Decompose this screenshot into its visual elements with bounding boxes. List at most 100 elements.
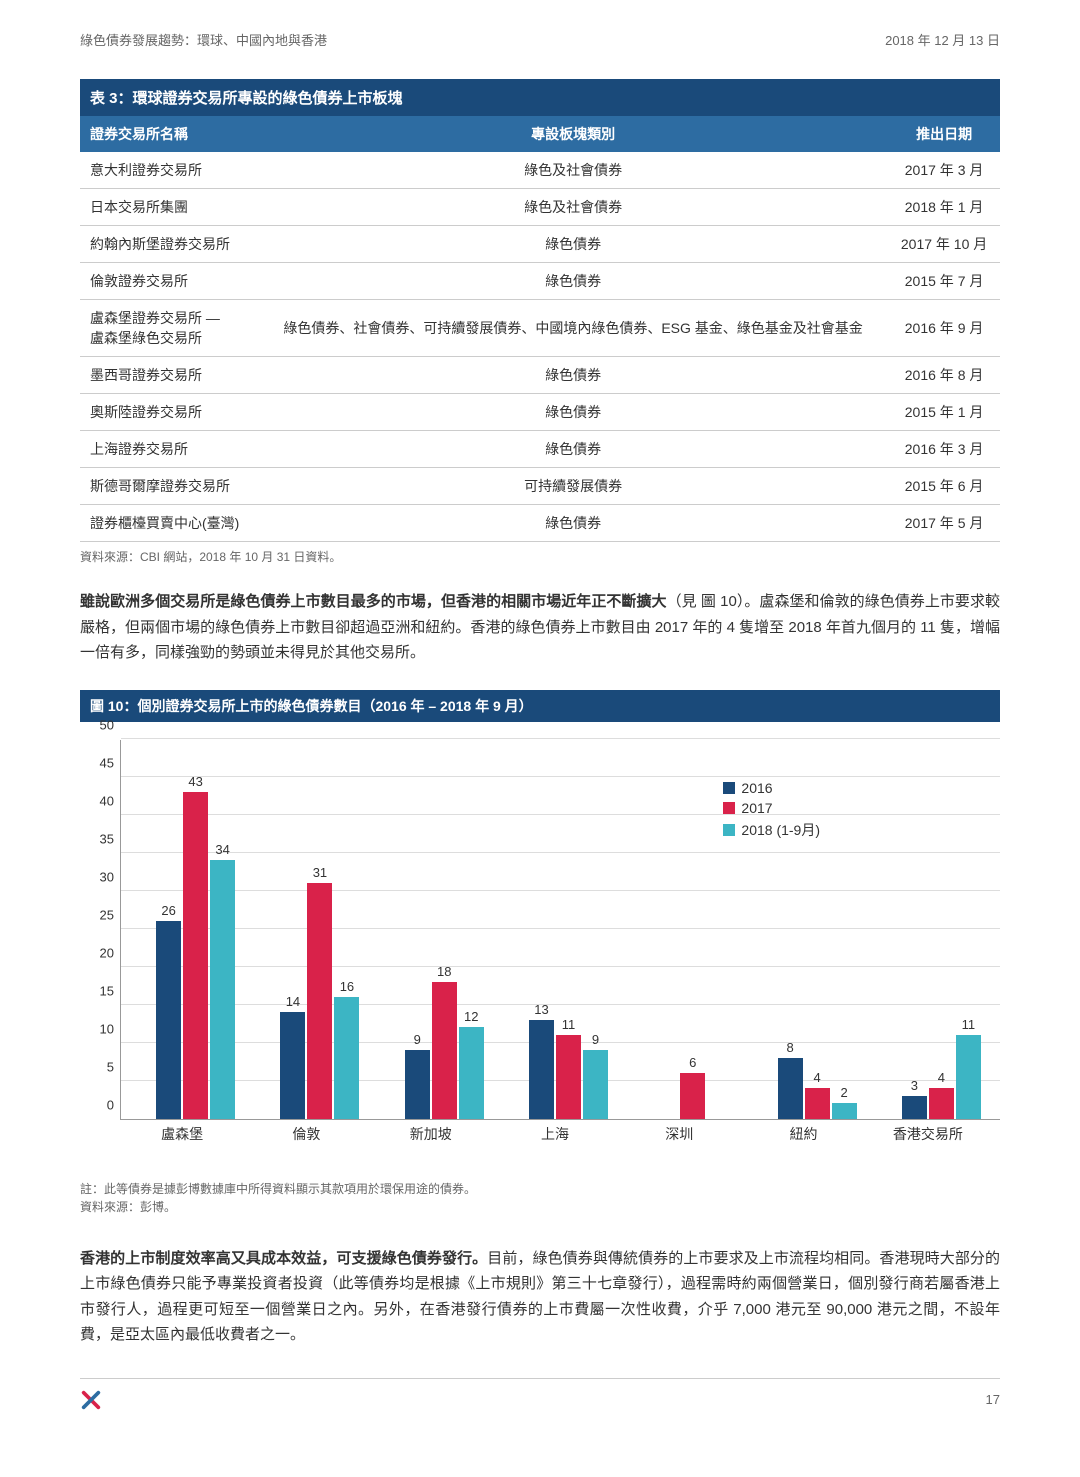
y-tick: 5 bbox=[107, 1059, 114, 1074]
bar-group: 91812 bbox=[389, 982, 499, 1119]
table-cell: 2015 年 7 月 bbox=[888, 263, 1000, 300]
y-tick: 25 bbox=[100, 907, 114, 922]
bar: 13 bbox=[529, 1020, 554, 1119]
legend-label: 2018 (1-9月) bbox=[741, 820, 820, 840]
bar: 4 bbox=[929, 1088, 954, 1118]
table-cell: 2018 年 1 月 bbox=[888, 189, 1000, 226]
table-row: 日本交易所集團綠色及社會債券2018 年 1 月 bbox=[80, 189, 1000, 226]
table-cell: 意大利證券交易所 bbox=[80, 152, 258, 189]
page-number: 17 bbox=[986, 1392, 1000, 1407]
bar: 2 bbox=[832, 1103, 857, 1118]
y-tick: 45 bbox=[100, 755, 114, 770]
legend-swatch bbox=[723, 802, 735, 814]
bar-group: 842 bbox=[762, 1058, 872, 1119]
table-cell: 綠色債券 bbox=[258, 357, 888, 394]
table-cell: 綠色債券、社會債券、可持續發展債券、中國境內綠色債券、ESG 基金、綠色基金及社… bbox=[258, 300, 888, 357]
bar: 18 bbox=[432, 982, 457, 1119]
bar-value-label: 2 bbox=[840, 1085, 847, 1100]
bar-value-label: 31 bbox=[313, 865, 327, 880]
table-cell: 2017 年 10 月 bbox=[888, 226, 1000, 263]
table-source: 資料來源：CBI 網站，2018 年 10 月 31 日資料。 bbox=[80, 548, 1000, 565]
header-left: 綠色債券發展趨勢：環球、中國內地與香港 bbox=[80, 30, 327, 49]
para1-lead: 雖說歐洲多個交易所是綠色債券上市數目最多的市場，但香港的相關市場近年正不斷擴大 bbox=[80, 593, 667, 610]
bar-group: 143116 bbox=[265, 883, 375, 1119]
bar: 11 bbox=[556, 1035, 581, 1119]
hkex-logo-icon bbox=[80, 1389, 102, 1411]
bar: 3 bbox=[902, 1096, 927, 1119]
table-row: 證券櫃檯買賣中心(臺灣)綠色債券2017 年 5 月 bbox=[80, 505, 1000, 542]
chart-10: 05101520253035404550 201620172018 (1-9月)… bbox=[80, 740, 1000, 1170]
table-col-header: 專設板塊類別 bbox=[258, 116, 888, 152]
table-cell: 綠色及社會債券 bbox=[258, 189, 888, 226]
exchanges-table: 證券交易所名稱專設板塊類別推出日期 意大利證券交易所綠色及社會債券2017 年 … bbox=[80, 116, 1000, 542]
chart-legend: 201620172018 (1-9月) bbox=[723, 780, 820, 844]
table-cell: 墨西哥證券交易所 bbox=[80, 357, 258, 394]
x-label: 香港交易所 bbox=[866, 1124, 990, 1144]
bar: 11 bbox=[956, 1035, 981, 1119]
bar: 4 bbox=[805, 1088, 830, 1118]
bar: 31 bbox=[307, 883, 332, 1119]
x-label: 深圳 bbox=[617, 1124, 741, 1144]
table-cell: 綠色債券 bbox=[258, 505, 888, 542]
table-row: 意大利證券交易所綠色及社會債券2017 年 3 月 bbox=[80, 152, 1000, 189]
y-tick: 35 bbox=[100, 831, 114, 846]
x-label: 倫敦 bbox=[244, 1124, 368, 1144]
x-label: 盧森堡 bbox=[120, 1124, 244, 1144]
table-col-header: 證券交易所名稱 bbox=[80, 116, 258, 152]
table-cell: 2017 年 3 月 bbox=[888, 152, 1000, 189]
bar-value-label: 4 bbox=[938, 1070, 945, 1085]
y-tick: 20 bbox=[100, 945, 114, 960]
bar-value-label: 8 bbox=[786, 1040, 793, 1055]
bar-value-label: 14 bbox=[286, 994, 300, 1009]
table-row: 上海證券交易所綠色債券2016 年 3 月 bbox=[80, 431, 1000, 468]
para2-lead: 香港的上市制度效率高又具成本效益，可支援綠色債券發行。 bbox=[80, 1250, 487, 1267]
y-tick: 0 bbox=[107, 1097, 114, 1112]
table-cell: 2015 年 1 月 bbox=[888, 394, 1000, 431]
table-cell: 2017 年 5 月 bbox=[888, 505, 1000, 542]
table-cell: 綠色債券 bbox=[258, 394, 888, 431]
bar: 12 bbox=[459, 1027, 484, 1118]
bar-value-label: 6 bbox=[689, 1055, 696, 1070]
table-row: 倫敦證券交易所綠色債券2015 年 7 月 bbox=[80, 263, 1000, 300]
table-cell: 約翰內斯堡證券交易所 bbox=[80, 226, 258, 263]
bar-value-label: 16 bbox=[340, 979, 354, 994]
page-header: 綠色債券發展趨勢：環球、中國內地與香港 2018 年 12 月 13 日 bbox=[80, 30, 1000, 49]
bar-group: 6 bbox=[638, 1073, 748, 1119]
bar-value-label: 11 bbox=[962, 1017, 976, 1032]
bar-value-label: 26 bbox=[161, 903, 175, 918]
y-tick: 30 bbox=[100, 869, 114, 884]
table-3: 表 3：環球證券交易所專設的綠色債券上市板塊 證券交易所名稱專設板塊類別推出日期… bbox=[80, 79, 1000, 542]
bar-value-label: 11 bbox=[562, 1017, 576, 1032]
table-cell: 奧斯陸證券交易所 bbox=[80, 394, 258, 431]
bar: 9 bbox=[583, 1050, 608, 1118]
table-cell: 日本交易所集團 bbox=[80, 189, 258, 226]
table-cell: 倫敦證券交易所 bbox=[80, 263, 258, 300]
paragraph-1: 雖說歐洲多個交易所是綠色債券上市數目最多的市場，但香港的相關市場近年正不斷擴大（… bbox=[80, 589, 1000, 666]
table-cell: 2015 年 6 月 bbox=[888, 468, 1000, 505]
table-row: 奧斯陸證券交易所綠色債券2015 年 1 月 bbox=[80, 394, 1000, 431]
legend-swatch bbox=[723, 782, 735, 794]
table-row: 盧森堡證券交易所 —盧森堡綠色交易所綠色債券、社會債券、可持續發展債券、中國境內… bbox=[80, 300, 1000, 357]
legend-item: 2016 bbox=[723, 780, 820, 796]
bar-group: 13119 bbox=[514, 1020, 624, 1119]
table-cell: 綠色債券 bbox=[258, 431, 888, 468]
bar: 6 bbox=[680, 1073, 705, 1119]
bar: 14 bbox=[280, 1012, 305, 1118]
bar: 26 bbox=[156, 921, 181, 1119]
bar-value-label: 13 bbox=[534, 1002, 548, 1017]
legend-swatch bbox=[723, 824, 735, 836]
table-cell: 綠色債券 bbox=[258, 263, 888, 300]
table-title: 表 3：環球證券交易所專設的綠色債券上市板塊 bbox=[80, 79, 1000, 116]
bar: 43 bbox=[183, 792, 208, 1119]
table-cell: 綠色債券 bbox=[258, 226, 888, 263]
table-row: 墨西哥證券交易所綠色債券2016 年 8 月 bbox=[80, 357, 1000, 394]
table-col-header: 推出日期 bbox=[888, 116, 1000, 152]
bar-value-label: 9 bbox=[414, 1032, 421, 1047]
legend-item: 2018 (1-9月) bbox=[723, 820, 820, 840]
table-cell: 可持續發展債券 bbox=[258, 468, 888, 505]
bar-value-label: 12 bbox=[464, 1009, 478, 1024]
bar-value-label: 34 bbox=[215, 842, 229, 857]
x-label: 紐約 bbox=[741, 1124, 865, 1144]
table-cell: 證券櫃檯買賣中心(臺灣) bbox=[80, 505, 258, 542]
chart-note: 註：此等債券是據彭博數據庫中所得資料顯示其款項用於環保用途的債券。 資料來源：彭… bbox=[80, 1180, 1000, 1216]
